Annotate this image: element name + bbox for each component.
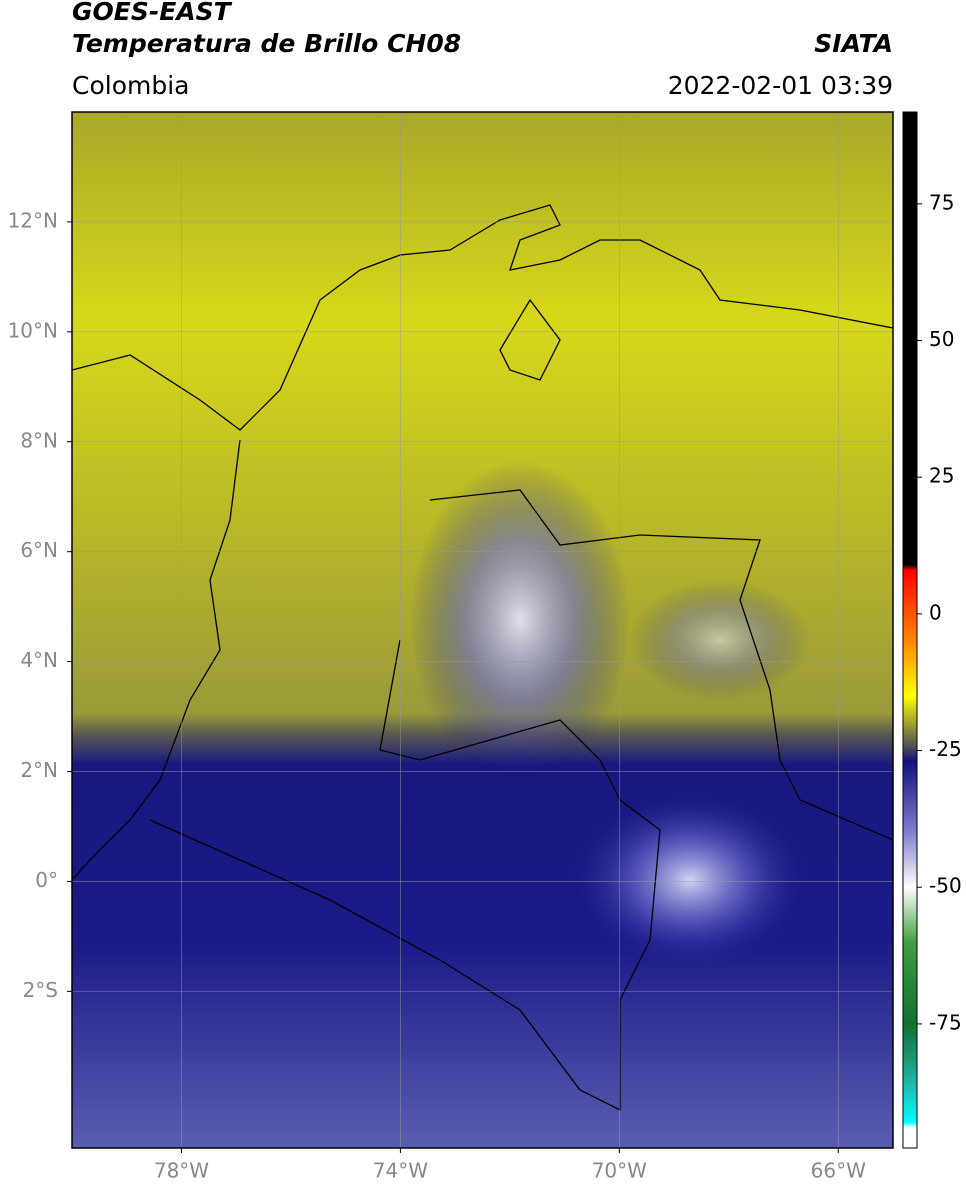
y-tick-label: 12°N <box>8 208 58 232</box>
x-tick-label: 66°W <box>811 1159 866 1183</box>
y-tick-label: 10°N <box>8 318 58 342</box>
y-tick-label: 0° <box>35 868 58 892</box>
colorbar-tick-label: 50 <box>929 327 954 351</box>
colorbar <box>902 111 918 1149</box>
colorbar-tick-label: -75 <box>929 1010 962 1034</box>
y-tick-label: 8°N <box>20 428 58 452</box>
colorbar-tick-label: 75 <box>929 190 954 214</box>
colorbar-tick-label: -25 <box>929 737 962 761</box>
source: SIATA <box>814 29 893 58</box>
y-tick-label: 2°S <box>23 978 58 1002</box>
subtitle: Temperatura de Brillo CH08 <box>72 29 461 58</box>
colorbar-tick-label: -50 <box>929 874 962 898</box>
cloud <box>570 790 810 970</box>
y-tick-label: 4°N <box>20 648 58 672</box>
cloud <box>630 580 810 700</box>
y-tick-label: 6°N <box>20 538 58 562</box>
x-tick-label: 78°W <box>154 1159 209 1183</box>
timestamp: 2022-02-01 03:39 <box>668 71 893 100</box>
y-tick-label: 2°N <box>20 758 58 782</box>
x-tick-label: 70°W <box>592 1159 647 1183</box>
title: GOES-EAST <box>72 0 233 26</box>
imagery <box>72 112 893 1148</box>
plot-frame <box>71 111 894 1149</box>
cloud <box>410 460 630 780</box>
x-tick-label: 74°W <box>373 1159 428 1183</box>
colorbar-tick-label: 0 <box>929 600 942 624</box>
colorbar-tick-label: 25 <box>929 464 954 488</box>
boundaries <box>72 204 893 1112</box>
region: Colombia <box>72 71 189 100</box>
